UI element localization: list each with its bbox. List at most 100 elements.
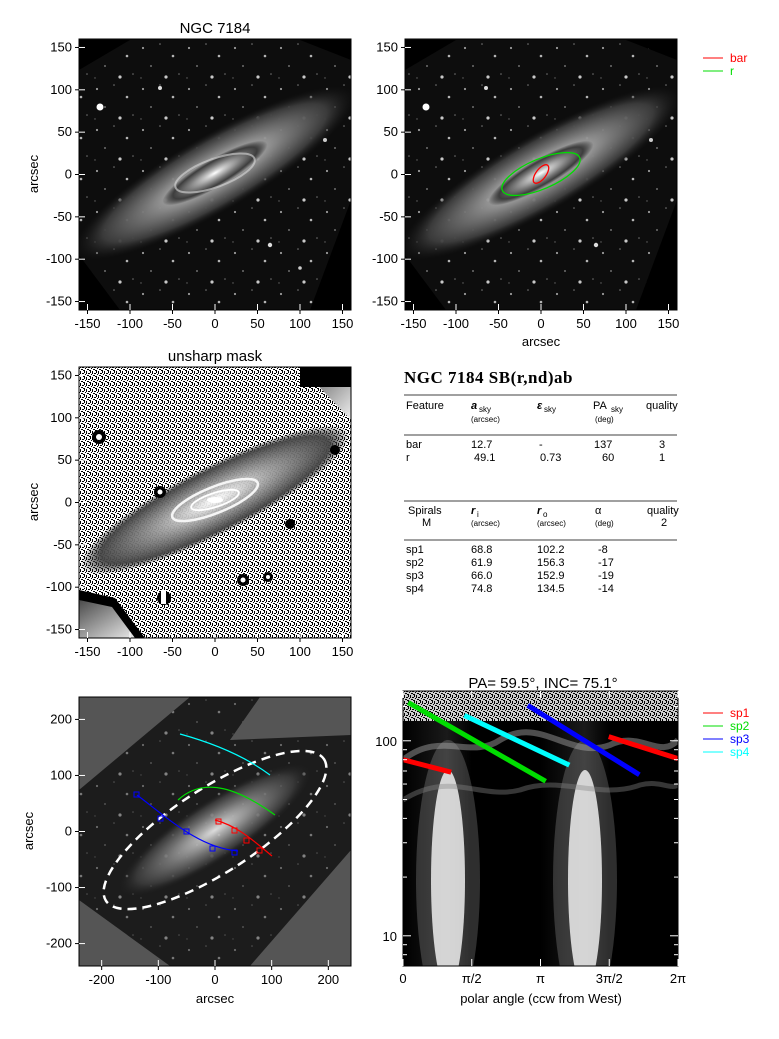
x-tick-label: -50: [163, 316, 182, 331]
x-tick-label: -200: [89, 972, 115, 987]
table-cell: r: [406, 452, 410, 464]
legend-label: sp3: [730, 732, 750, 746]
panel-2-axes: -150 -100 -50 0 50 100 150 150 100 50 0 -50 -100 -150: [372, 39, 679, 331]
x-tick-label: 150: [658, 316, 680, 331]
series-sp2: [407, 700, 547, 784]
x-tick-label: 2π: [670, 971, 686, 986]
table-col-header: quality: [647, 505, 679, 517]
y-tick-label: 50: [58, 124, 72, 139]
table-cell: bar: [406, 439, 422, 451]
y-tick-label: 50: [58, 452, 72, 467]
table-cell: sp2: [406, 557, 424, 569]
x-tick-label: π/2: [462, 971, 482, 986]
table-sub: sky: [544, 405, 556, 414]
x-tick-label: 50: [250, 316, 264, 331]
panel-1-ylabel: arcsec: [26, 154, 41, 193]
x-tick-label: -100: [145, 972, 171, 987]
x-tick-label: -100: [443, 316, 469, 331]
table-col-header: PA: [593, 400, 608, 412]
table-cell: 60: [602, 452, 614, 464]
table-col-header: ε: [537, 400, 543, 412]
table-cell: 12.7: [471, 439, 492, 451]
x-tick-label: 100: [261, 972, 283, 987]
panel-2-image: [405, 39, 677, 310]
table-sub: o: [543, 510, 548, 519]
table-cell: 152.9: [537, 570, 565, 582]
table-col-header: α: [595, 505, 602, 517]
y-tick-label: 150: [50, 367, 72, 382]
table-cell: 74.8: [471, 583, 492, 595]
legend-label: sp1: [730, 706, 750, 720]
panel-6-xlabel: polar angle (ccw from West): [460, 991, 622, 1006]
y-tick-label: 0: [65, 167, 72, 182]
table-cell: -19: [598, 570, 614, 582]
x-tick-label: π: [536, 971, 545, 986]
table-cell: -: [539, 439, 543, 451]
table-sub: i: [477, 510, 479, 519]
panel-5-xlabel: arcsec: [196, 991, 235, 1006]
x-tick-label: -100: [117, 316, 143, 331]
panel-5-ylabel: arcsec: [21, 811, 36, 850]
x-tick-label: -150: [74, 644, 100, 659]
legend-label: sp4: [730, 745, 750, 759]
y-tick-label: -200: [46, 936, 72, 951]
x-tick-label: 0: [211, 972, 218, 987]
y-tick-label: -100: [46, 579, 72, 594]
table-cell: -8: [598, 544, 608, 556]
table-cell: 156.3: [537, 557, 565, 569]
panel-3-image: [79, 367, 351, 638]
table-cell: 0.73: [540, 452, 561, 464]
x-tick-label: -50: [163, 644, 182, 659]
table-cell: sp3: [406, 570, 424, 582]
panel-6-axes: 0 π/2 π 3π/2 2π 100 10: [375, 691, 686, 986]
x-tick-label: 150: [332, 644, 354, 659]
y-tick-label: 100: [50, 410, 72, 425]
legend-label: r: [730, 64, 734, 78]
x-tick-label: 100: [289, 644, 311, 659]
r-ellipse: [501, 151, 581, 197]
panel-1-axes: -150 -100 -50 0 50 100 150 150 100 50 0 -50 -100 -150: [46, 39, 353, 331]
x-tick-label: 3π/2: [596, 971, 623, 986]
table-sub: sky: [611, 405, 623, 414]
panel-6-title: PA= 59.5°, INC= 75.1°: [468, 675, 617, 692]
panel-3-axes: -150 -100 -50 0 50 100 150 150 100 50 0 -50 -100 -150: [46, 367, 353, 659]
x-tick-label: -150: [74, 316, 100, 331]
y-tick-label: -50: [53, 209, 72, 224]
x-tick-label: 0: [537, 316, 544, 331]
table-cell: 137: [594, 439, 612, 451]
table-unit: (deg): [595, 415, 614, 424]
table-col-header: Spirals: [408, 505, 442, 517]
x-tick-label: 0: [399, 971, 406, 986]
table-col-header: r: [537, 505, 542, 517]
table-unit: (arcsec): [537, 519, 566, 528]
panel-3-title: unsharp mask: [168, 348, 263, 365]
series-sp4: [463, 713, 571, 768]
y-tick-label: -100: [46, 251, 72, 266]
panel-5-axes: -200 -100 0 100 200 200 100 0 -100 -200: [46, 711, 339, 987]
table-cell: -17: [598, 557, 614, 569]
y-tick-label: 150: [376, 39, 398, 54]
y-tick-label: 0: [65, 495, 72, 510]
x-tick-label: -100: [117, 644, 143, 659]
series-sp1: [403, 757, 452, 775]
y-tick-label: 100: [50, 82, 72, 97]
legend-label: bar: [730, 51, 747, 65]
bar-ellipse: [532, 164, 550, 184]
table-cell: 1: [659, 452, 665, 464]
panel-6-image: [403, 691, 678, 966]
table-cell: 49.1: [474, 452, 495, 464]
table-col-header: quality: [646, 400, 678, 412]
y-tick-label: -150: [372, 294, 398, 309]
table-unit: (deg): [595, 519, 614, 528]
x-tick-label: 0: [211, 316, 218, 331]
y-tick-label: 100: [375, 734, 397, 749]
table-cell: 3: [659, 439, 665, 451]
series-sp1: [607, 734, 678, 762]
x-tick-label: -150: [400, 316, 426, 331]
x-tick-label: 50: [576, 316, 590, 331]
y-tick-label: 100: [376, 82, 398, 97]
table-unit: (arcsec): [471, 415, 500, 424]
table-cell: -14: [598, 583, 614, 595]
